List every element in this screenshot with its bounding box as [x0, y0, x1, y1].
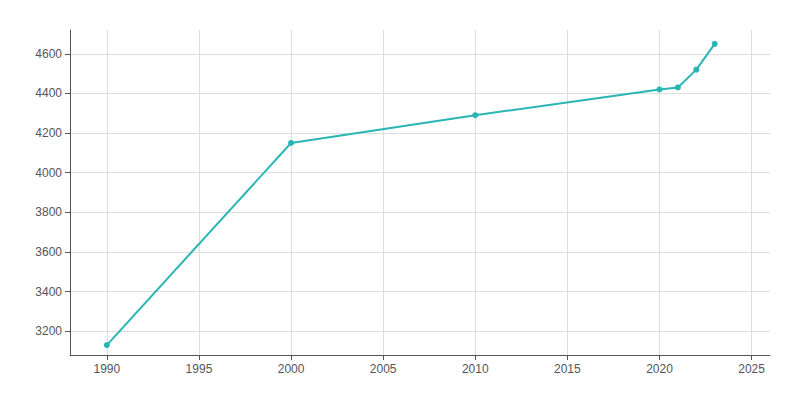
svg-text:2020: 2020 — [646, 362, 673, 376]
svg-text:3600: 3600 — [35, 245, 62, 259]
svg-text:2025: 2025 — [738, 362, 765, 376]
svg-text:3200: 3200 — [35, 324, 62, 338]
svg-text:1995: 1995 — [186, 362, 213, 376]
svg-text:3800: 3800 — [35, 205, 62, 219]
svg-text:4600: 4600 — [35, 47, 62, 61]
svg-text:4000: 4000 — [35, 166, 62, 180]
svg-text:2010: 2010 — [462, 362, 489, 376]
svg-text:1990: 1990 — [93, 362, 120, 376]
svg-text:2000: 2000 — [278, 362, 305, 376]
svg-text:2015: 2015 — [554, 362, 581, 376]
svg-text:4400: 4400 — [35, 86, 62, 100]
svg-text:2005: 2005 — [370, 362, 397, 376]
svg-text:4200: 4200 — [35, 126, 62, 140]
svg-text:3400: 3400 — [35, 285, 62, 299]
